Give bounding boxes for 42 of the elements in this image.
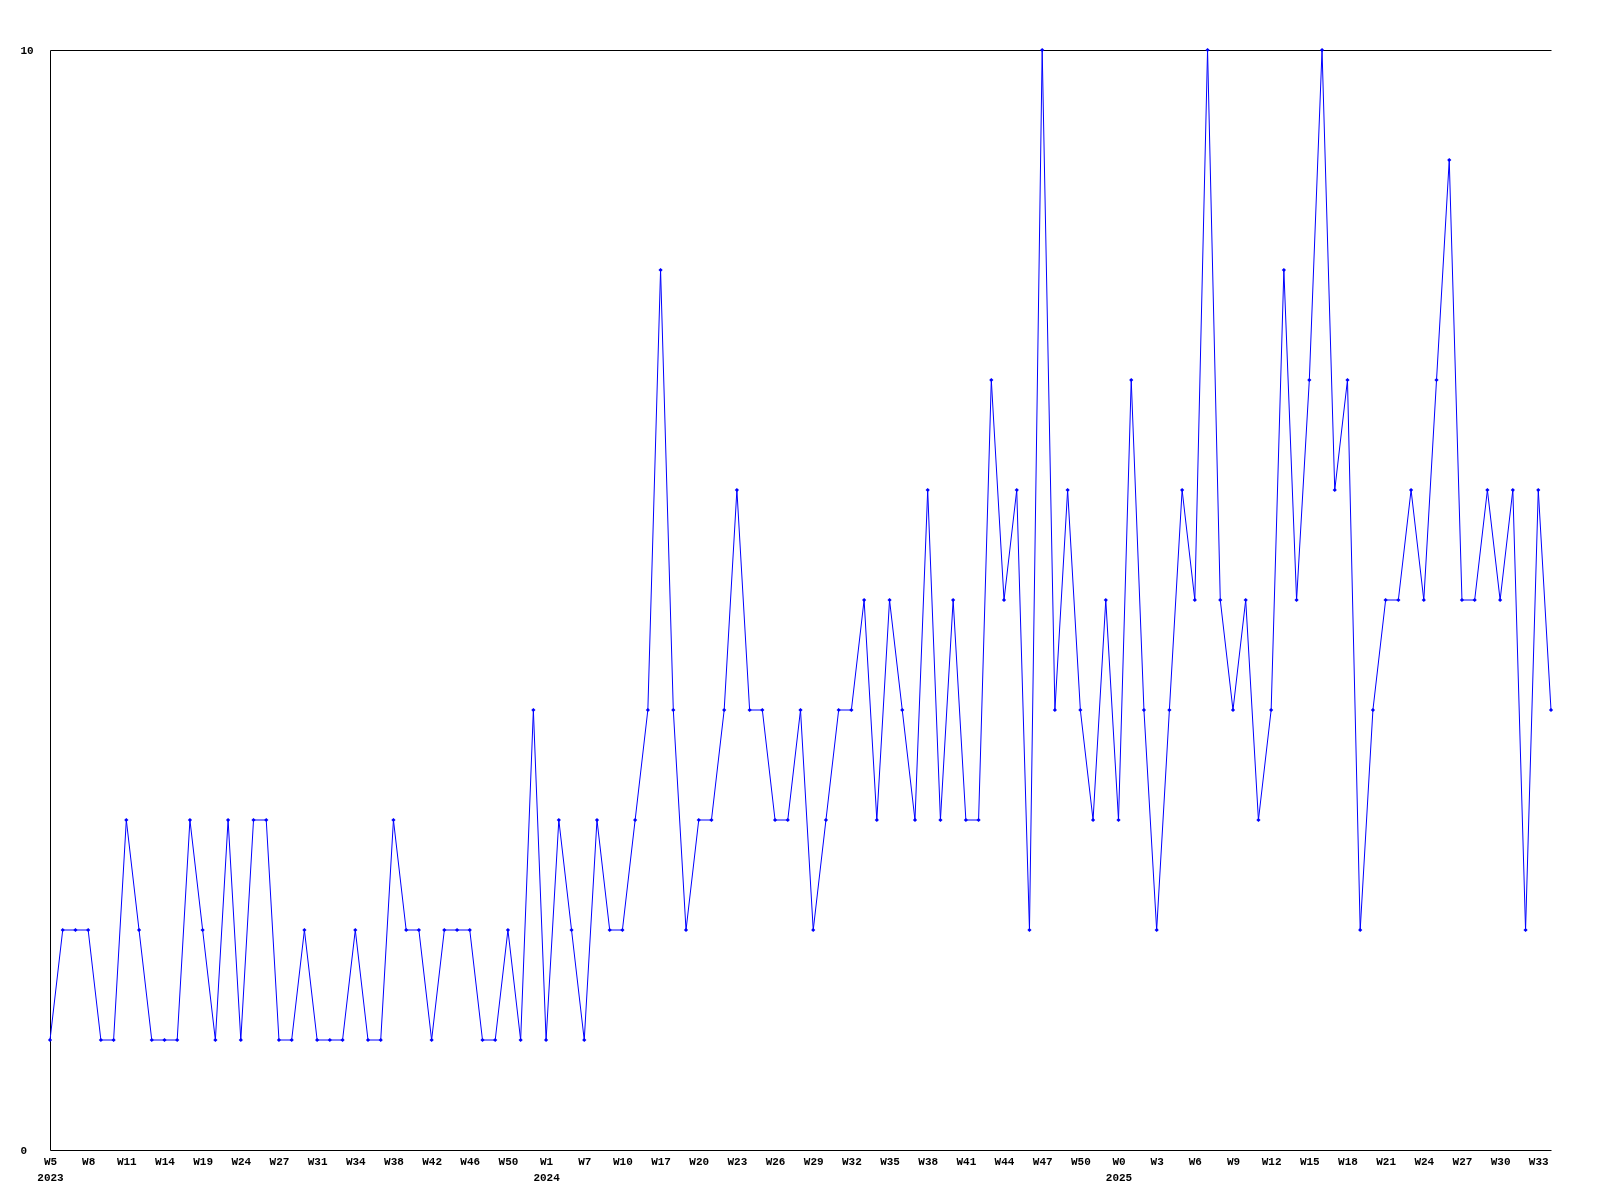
x-tick-label: W11 (116, 1155, 138, 1168)
x-tick-label: W44 (994, 1155, 1015, 1168)
x-tick-label: W34 (345, 1155, 367, 1168)
x-tick-label: W32 (841, 1155, 862, 1168)
x-tick-label: W24 (1414, 1155, 1435, 1168)
x-tick-label: W38 (918, 1155, 939, 1168)
x-tick-label: W3 (1150, 1155, 1165, 1168)
x-tick-label: W42 (422, 1155, 443, 1168)
x-tick-label: W35 (880, 1155, 901, 1168)
x-tick-label: W5 2023 (37, 1155, 65, 1184)
x-tick-label: W20 (689, 1155, 710, 1168)
x-tick-label: W10 (613, 1155, 633, 1168)
x-tick-label: W6 (1188, 1155, 1202, 1168)
x-tick-label: W15 (1299, 1155, 1321, 1168)
x-tick-label: W12 (1261, 1155, 1282, 1168)
x-tick-label: W27 (1452, 1155, 1473, 1168)
x-tick-label: W7 (578, 1155, 592, 1168)
x-tick-label: W38 (384, 1155, 405, 1168)
x-tick-label: W30 (1490, 1155, 1511, 1168)
x-tick-label: W19 (193, 1155, 214, 1168)
x-tick-label: W0 2025 (1105, 1155, 1133, 1184)
x-tick-label: W17 (651, 1155, 671, 1168)
x-tick-label: W23 (727, 1155, 748, 1168)
x-tick-label: W26 (765, 1155, 786, 1168)
x-tick-label: W33 (1528, 1155, 1550, 1168)
x-tick-label: W21 (1376, 1155, 1397, 1168)
y-tick-label: 0 (20, 1144, 28, 1157)
x-tick-label: W8 (82, 1155, 96, 1168)
x-tick-label: W41 (956, 1155, 977, 1168)
x-tick-label: W18 (1338, 1155, 1359, 1168)
x-tick-label: W1 2024 (533, 1155, 561, 1184)
x-tick-label: W14 (155, 1155, 176, 1168)
y-tick-label: 10 (20, 44, 34, 57)
x-tick-label: W24 (231, 1155, 252, 1168)
x-tick-label: W29 (803, 1155, 824, 1168)
x-tick-label: W46 (460, 1155, 481, 1168)
x-tick-label: W50 (1070, 1155, 1091, 1168)
x-tick-label: W27 (269, 1155, 290, 1168)
x-tick-label: W9 (1226, 1155, 1241, 1168)
x-tick-label: W50 (498, 1155, 519, 1168)
x-tick-label: W31 (307, 1155, 328, 1168)
x-tick-label: W47 (1032, 1155, 1053, 1168)
